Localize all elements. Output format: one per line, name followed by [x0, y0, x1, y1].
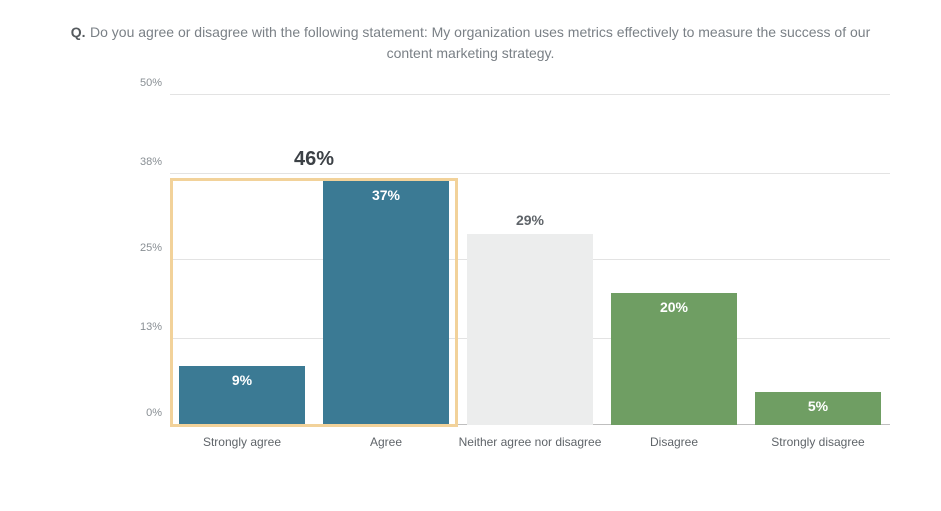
category-label: Neither agree nor disagree: [458, 435, 602, 449]
bar-value-label: 29%: [467, 212, 594, 228]
bar-value-label: 9%: [179, 372, 306, 388]
bar-group: 29%Neither agree nor disagree: [458, 95, 602, 425]
category-label: Strongly disagree: [746, 435, 890, 449]
bar: 9%: [179, 366, 306, 425]
bar: 37%: [323, 181, 450, 425]
question-title: Q. Do you agree or disagree with the fol…: [0, 0, 941, 64]
y-axis-tick: 50%: [140, 77, 162, 89]
bar-value-label: 5%: [755, 398, 882, 414]
category-label: Agree: [314, 435, 458, 449]
bar-group: 37%Agree: [314, 95, 458, 425]
bar-value-label: 37%: [323, 187, 450, 203]
bar-group: 20%Disagree: [602, 95, 746, 425]
question-text: Do you agree or disagree with the follow…: [90, 24, 870, 61]
bar-chart: 0%13%25%38%50%9%Strongly agree37%Agree29…: [130, 95, 890, 465]
y-axis-tick: 38%: [140, 156, 162, 168]
bar: 20%: [611, 293, 738, 425]
question-prefix: Q.: [71, 24, 86, 40]
y-axis-tick: 25%: [140, 242, 162, 254]
bar-group: 5%Strongly disagree: [746, 95, 890, 425]
category-label: Strongly agree: [170, 435, 314, 449]
plot-area: 0%13%25%38%50%9%Strongly agree37%Agree29…: [170, 95, 890, 425]
category-label: Disagree: [602, 435, 746, 449]
y-axis-tick: 0%: [146, 407, 162, 419]
bar: 29%: [467, 234, 594, 425]
bar-group: 9%Strongly agree: [170, 95, 314, 425]
bar-value-label: 20%: [611, 299, 738, 315]
bar: 5%: [755, 392, 882, 425]
y-axis-tick: 13%: [140, 321, 162, 333]
highlight-sum-label: 46%: [170, 148, 458, 171]
